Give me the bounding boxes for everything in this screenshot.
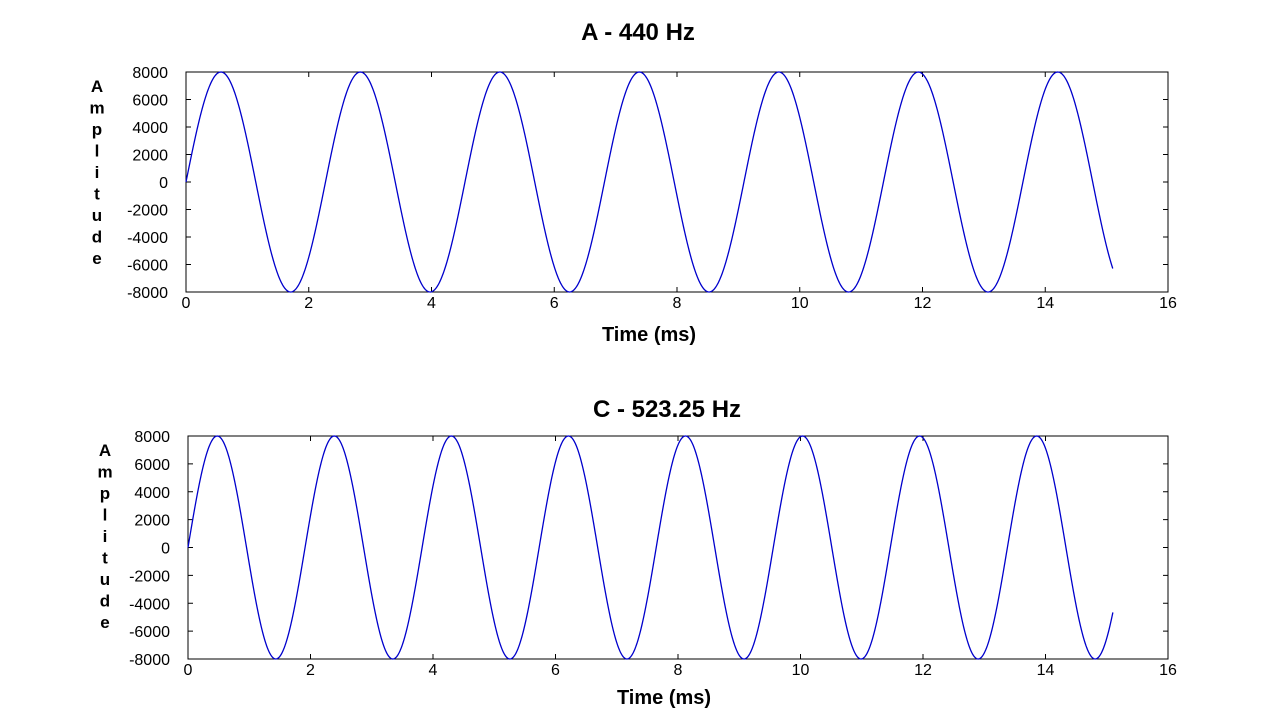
y-tick-label: 4000 (132, 120, 168, 137)
y-tick-label: 0 (159, 175, 168, 192)
x-tick-label: 10 (792, 662, 810, 679)
x-tick-label: 14 (1036, 295, 1054, 312)
x-tick-label: 16 (1159, 662, 1177, 679)
y-tick-label: -6000 (129, 624, 170, 641)
y-tick-label: 4000 (134, 485, 170, 502)
x-tick-label: 6 (551, 662, 560, 679)
y-tick-label: -2000 (127, 203, 168, 220)
y-tick-label: -4000 (127, 230, 168, 247)
y-tick-label: -8000 (129, 652, 170, 669)
x-tick-label: 0 (182, 295, 191, 312)
y-axis-label-char: d (100, 592, 110, 611)
y-axis: 8000 6000 4000 2000 0 -2000 -4000 -6000 -8000 (129, 429, 1168, 669)
y-axis-label-char: l (103, 506, 108, 525)
y-tick-label: 2000 (132, 148, 168, 165)
y-axis: 8000 6000 4000 2000 0 -2000 -4000 -6000 -8000 (127, 65, 1168, 302)
chart-title: A - 440 Hz (581, 19, 695, 46)
chart-a: A - 440 Hz 8000 6000 4000 2000 0 -2000 -4000 -6… (89, 19, 1177, 346)
y-tick-label: 6000 (134, 457, 170, 474)
y-axis-label-char: l (95, 142, 100, 161)
x-tick-label: 14 (1037, 662, 1055, 679)
y-axis-label-char: t (102, 549, 108, 568)
x-tick-label: 4 (429, 662, 438, 679)
y-tick-label: 0 (161, 541, 170, 558)
plot-frame (187, 435, 1169, 660)
series-line (187, 435, 1114, 660)
x-tick-label: 8 (674, 662, 683, 679)
y-axis-label-char: u (92, 206, 102, 225)
y-tick-label: -6000 (127, 258, 168, 275)
y-axis-label-char: i (95, 163, 100, 182)
x-tick-label: 0 (184, 662, 193, 679)
y-axis-label-char: e (92, 249, 101, 268)
x-tick-label: 4 (427, 295, 436, 312)
x-axis: 0 2 4 6 8 10 12 14 16 (182, 72, 1177, 312)
y-axis-label-char: A (91, 77, 103, 96)
y-axis-label-char: i (103, 527, 108, 546)
y-axis-label-char: e (100, 613, 109, 632)
x-tick-label: 12 (914, 662, 932, 679)
y-tick-label: 2000 (134, 513, 170, 530)
series-line (185, 71, 1114, 293)
x-axis-label: Time (ms) (617, 687, 711, 709)
y-tick-label: -8000 (127, 285, 168, 302)
y-tick-label: 6000 (132, 93, 168, 110)
y-axis-label-char: p (92, 120, 102, 139)
x-axis-label: Time (ms) (602, 324, 696, 346)
chart-c: C - 523.25 Hz 8000 6000 4000 2000 0 -2000 -400… (97, 396, 1177, 709)
y-axis-label-char: t (94, 185, 100, 204)
y-axis-label-char: d (92, 228, 102, 247)
y-axis-label-char: A (99, 441, 111, 460)
x-tick-label: 2 (304, 295, 313, 312)
y-tick-label: 8000 (132, 65, 168, 82)
y-tick-label: 8000 (134, 429, 170, 446)
x-tick-label: 2 (306, 662, 315, 679)
y-axis-label-char: m (89, 99, 104, 118)
x-tick-label: 8 (673, 295, 682, 312)
y-tick-label: -4000 (129, 596, 170, 613)
x-tick-label: 12 (914, 295, 932, 312)
x-tick-label: 6 (550, 295, 559, 312)
x-tick-label: 10 (791, 295, 809, 312)
y-tick-label: -2000 (129, 568, 170, 585)
y-axis-label-char: p (100, 484, 110, 503)
chart-title: C - 523.25 Hz (593, 396, 741, 423)
x-tick-label: 16 (1159, 295, 1177, 312)
y-axis-label-char: u (100, 570, 110, 589)
plot-frame (185, 71, 1169, 293)
x-axis: 0 2 4 6 8 10 12 14 16 (184, 436, 1177, 679)
y-axis-label-char: m (97, 463, 112, 482)
